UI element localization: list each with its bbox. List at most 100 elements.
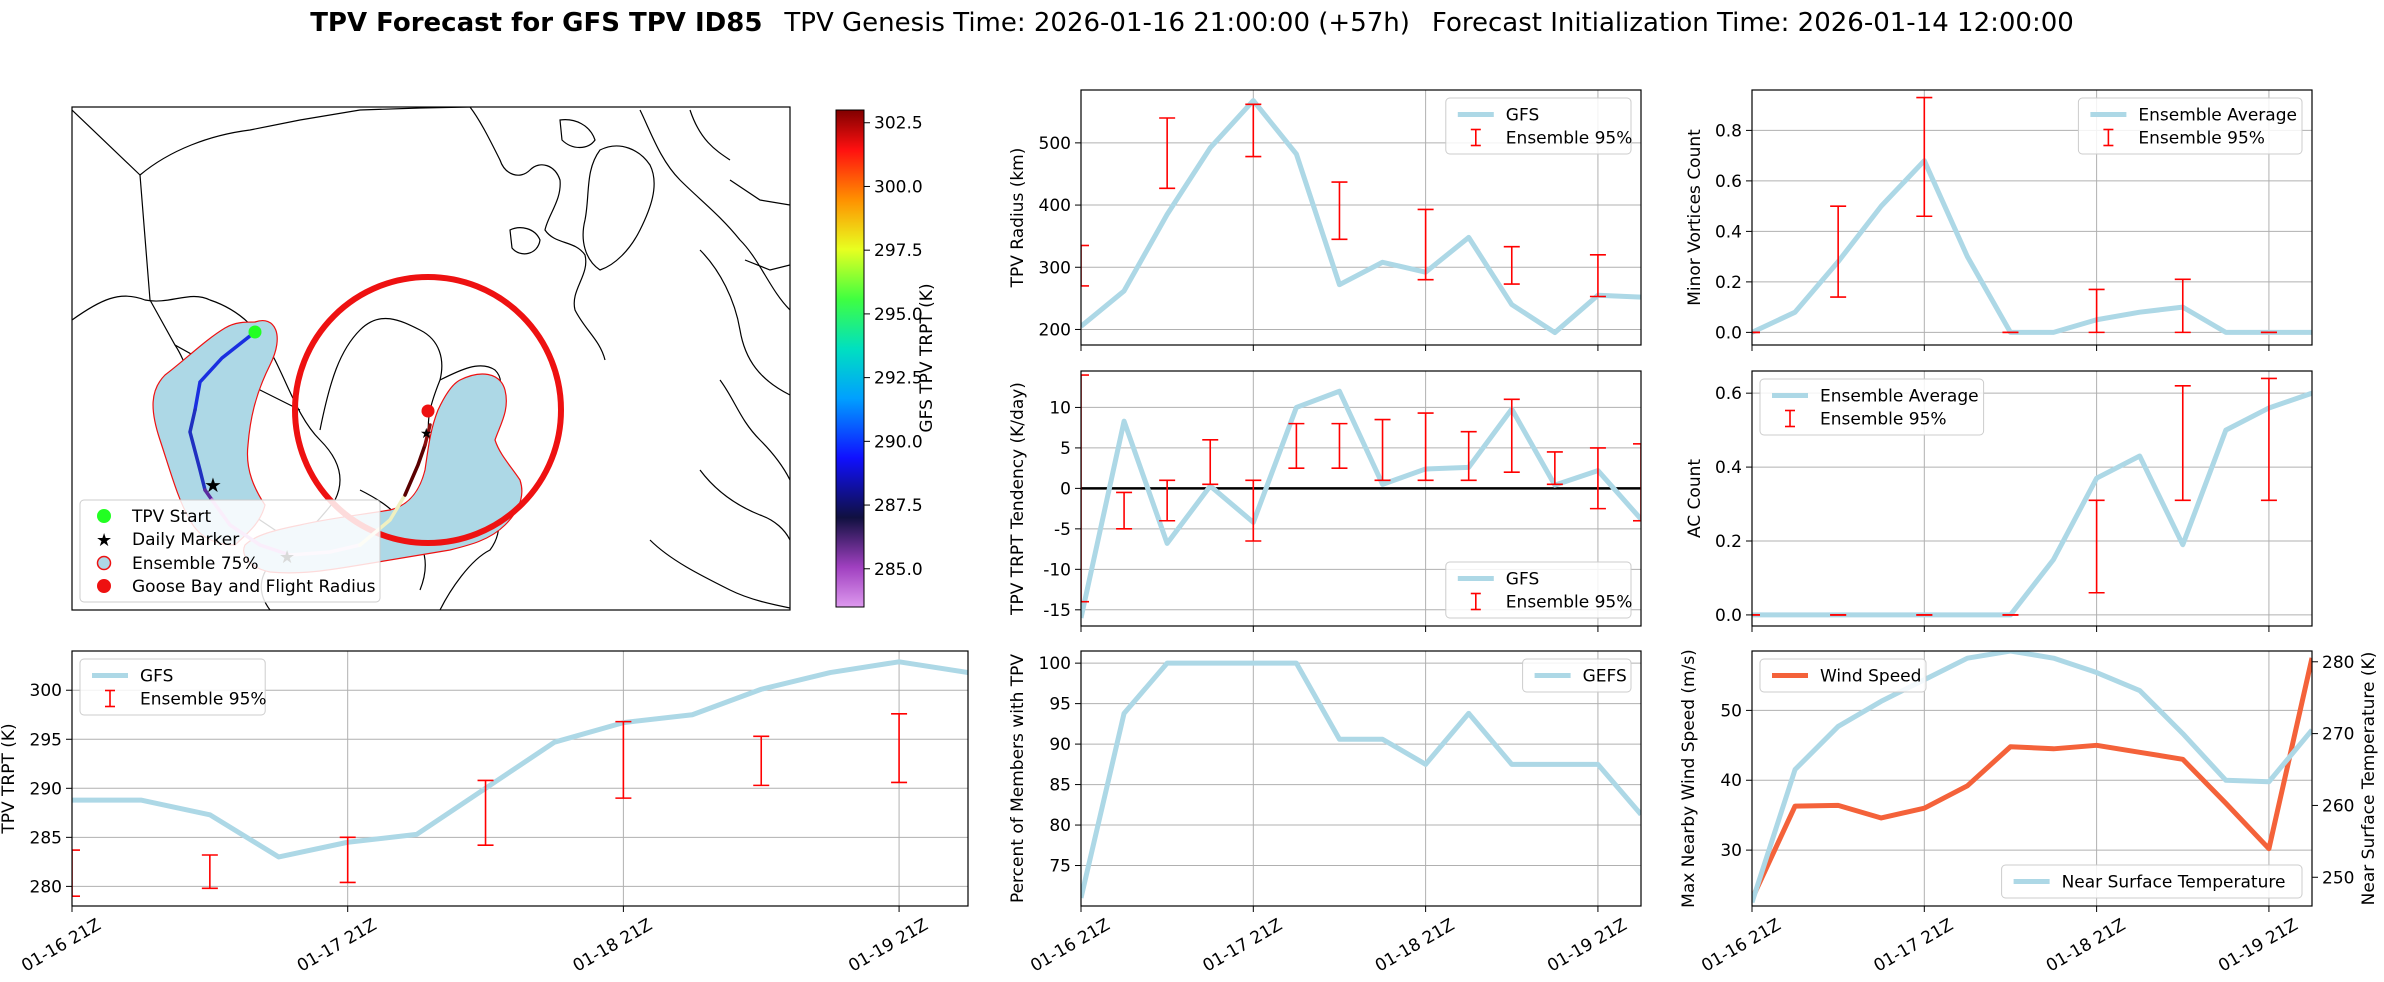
y-tick-label: 300 [1039, 258, 1071, 278]
y-axis-label: AC Count [1685, 459, 1705, 538]
series-line-wind-speed [1752, 657, 2312, 901]
y-tick-label: 100 [1039, 654, 1071, 674]
map-panel: ★ ★ ★ TPV Start ★ Daily Marker Ensemble … [71, 106, 937, 611]
chart-trpt: 280 285 290 295 300 TPV TRPT (K) 01-16 21Z 01-1… [0, 650, 969, 976]
legend-label: Ensemble 95% [2138, 129, 2265, 149]
series-line-gfs [1081, 388, 1641, 619]
y-tick-label: 300 [30, 681, 62, 701]
y-right-axis-label: Near Surface Temperature (K) [2359, 652, 2379, 906]
legend-daily-marker: Daily Marker [132, 530, 239, 550]
y-tick-label: 90 [1049, 735, 1071, 755]
daily-marker-3: ★ [420, 426, 433, 442]
y-tick-label: -10 [1043, 560, 1071, 580]
x-tick-label: 01-16 21Z [1698, 915, 1784, 976]
map-content: ★ ★ ★ TPV Start ★ Daily Marker Ensemble … [72, 107, 790, 610]
y-tick-label: 75 [1049, 857, 1071, 877]
title-bold: TPV Forecast for GFS TPV ID85 [310, 8, 762, 38]
plot-marks [1081, 374, 1641, 619]
legend-label: Ensemble 95% [1820, 410, 1947, 430]
legend: Wind Speed [1759, 658, 1927, 693]
figure-title: TPV Forecast for GFS TPV ID85 TPV Genesis… [310, 8, 2074, 38]
chart-minor: 0.0 0.2 0.4 0.6 0.8 Minor Vortices Count Ensem… [1685, 89, 2313, 351]
series-line-near-surface-temperature [1752, 651, 2312, 904]
x-tick-label: 01-16 21Z [1027, 915, 1113, 976]
y-tick-label: -15 [1043, 601, 1071, 621]
y-axis-label: Max Nearby Wind Speed (m/s) [1679, 649, 1699, 908]
series-line-ensemble-average [1752, 158, 2312, 335]
legend-label: Ensemble 95% [1506, 593, 1633, 613]
plot-frame [1080, 89, 1642, 346]
legend-tpv-start: TPV Start [131, 507, 212, 527]
legend-label: Wind Speed [1820, 667, 1921, 687]
colorbar-tick-label: 297.5 [874, 241, 923, 261]
legend-label: Ensemble 95% [1506, 129, 1633, 149]
x-tick-label: 01-17 21Z [1200, 915, 1286, 976]
legend-label: Near Surface Temperature [2062, 873, 2286, 893]
plot-frame [1751, 650, 2313, 907]
y-tick-label: -5 [1054, 520, 1071, 540]
y-tick-label: 95 [1049, 695, 1071, 715]
series-line-gfs [72, 659, 968, 860]
y-tick-label: 10 [1049, 398, 1071, 418]
colorbar-tick-label: 287.5 [874, 496, 923, 516]
x-tick-label: 01-18 21Z [2043, 915, 2129, 976]
plot-frame [1751, 370, 2313, 627]
y-tick-label: 0.2 [1715, 273, 1742, 293]
y-right-tick-label: 270 [2322, 725, 2354, 745]
y-tick-label: 5 [1060, 439, 1071, 459]
legend-label: GEFS [1583, 667, 1627, 687]
y-tick-label: 0.4 [1715, 222, 1742, 242]
legend-label: Ensemble 95% [140, 690, 267, 710]
legend-goose-bay-icon [97, 579, 111, 593]
series-line-gefs [1081, 660, 1641, 899]
plot-area [1752, 651, 2312, 906]
daily-marker-1: ★ [204, 473, 222, 497]
plot-frame [71, 650, 969, 907]
y-tick-label: 295 [30, 730, 62, 750]
plot-marks [1752, 377, 2312, 618]
y-tick-label: 500 [1039, 134, 1071, 154]
y-tick-label: 85 [1049, 776, 1071, 796]
y-right-tick-label: 280 [2322, 653, 2354, 673]
y-tick-label: 280 [30, 877, 62, 897]
legend-box [2077, 97, 2303, 155]
y-axis-label: TPV TRPT Tendency (K/day) [1008, 382, 1028, 616]
colorbar-tick-label: 302.5 [874, 114, 923, 134]
y-tick-label: 80 [1049, 816, 1071, 836]
x-tick-label: 01-19 21Z [2215, 915, 2301, 976]
legend-ensemble-icon [96, 555, 112, 571]
legend: GFS Ensemble 95% [79, 658, 267, 716]
colorbar-label: GFS TPV TRPT (K) [917, 283, 937, 432]
y-tick-label: 50 [1720, 701, 1742, 721]
legend: GFS Ensemble 95% [1445, 97, 1633, 155]
legend-label: GFS [1506, 106, 1539, 126]
colorbar-ticks: 285.0 287.5 290.0 292.5 295.0 297.5 300.0 302.5 [864, 114, 923, 580]
plot-area [1081, 651, 1641, 906]
chart-radius: 200 300 400 500 TPV Radius (km) GFS Ensemble 9… [1008, 89, 1642, 351]
title-genesis: TPV Genesis Time: 2026-01-16 21:00:00 (+… [783, 8, 1410, 38]
legend-label: GFS [1506, 570, 1539, 590]
legend-label: Ensemble Average [1820, 387, 1979, 407]
x-tick-label: 01-16 21Z [18, 915, 104, 976]
plot-marks [1752, 96, 2312, 335]
map-legend-box [79, 499, 381, 603]
colorbar-tick-label: 295.0 [874, 305, 923, 325]
legend: Ensemble Average Ensemble 95% [1759, 378, 1985, 436]
chart-wind: 30 40 50 Max Nearby Wind Speed (m/s) 250 260 2… [1679, 649, 2379, 976]
legend: GFS Ensemble 95% [1445, 561, 1633, 619]
legend: Ensemble Average Ensemble 95% [2077, 97, 2303, 155]
y-tick-label: 0.0 [1715, 323, 1742, 343]
series-line-gfs [1081, 98, 1641, 336]
y-axis-label: TPV Radius (km) [1008, 148, 1028, 289]
plot-marks [1081, 660, 1641, 899]
y-right-tick-label: 260 [2322, 796, 2354, 816]
y-tick-label: 30 [1720, 841, 1742, 861]
y-tick-label: 0.6 [1715, 384, 1742, 404]
y-tick-label: 40 [1720, 771, 1742, 791]
legend-daily-marker-icon: ★ [96, 530, 112, 551]
legend-goose-bay: Goose Bay and Flight Radius [132, 577, 376, 597]
plot-frame [1751, 89, 2313, 346]
